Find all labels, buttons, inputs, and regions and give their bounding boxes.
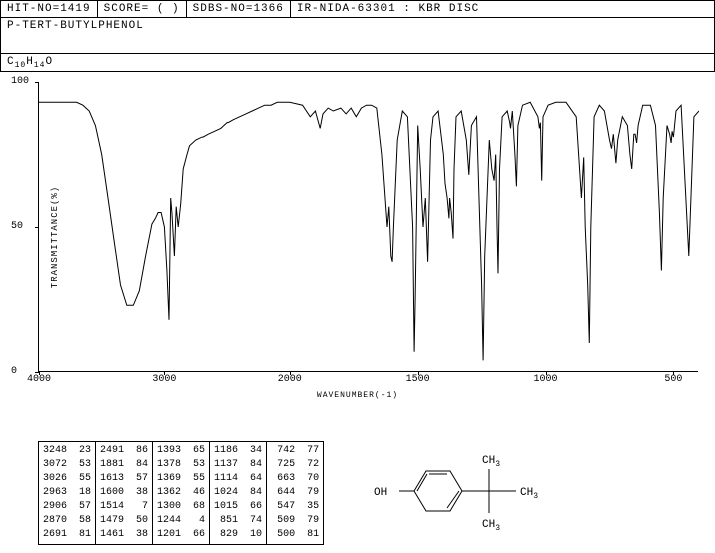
peak-cell: 1461 38 bbox=[100, 528, 148, 542]
peak-cell: 1378 53 bbox=[157, 458, 205, 472]
method: IR-NIDA-63301 : KBR DISC bbox=[291, 1, 714, 17]
formula-c: C bbox=[7, 56, 15, 68]
peak-cell: 2491 86 bbox=[100, 444, 148, 458]
peak-cell: 851 74 bbox=[214, 514, 262, 528]
peak-cell: 500 81 bbox=[271, 528, 319, 542]
peak-cell: 1024 84 bbox=[214, 486, 262, 500]
xtick-1500: 1500 bbox=[406, 374, 430, 385]
peak-cell: 1600 38 bbox=[100, 486, 148, 500]
peak-col-2: 1393 651378 531369 551362 461300 681244 … bbox=[153, 442, 210, 544]
ch3-right: CH3 bbox=[520, 487, 538, 501]
peak-cell: 644 79 bbox=[271, 486, 319, 500]
peak-col-0: 3248 233072 533026 552963 182906 572870 … bbox=[39, 442, 96, 544]
ch3-bottom: CH3 bbox=[482, 519, 500, 533]
formula-h-sub: 14 bbox=[34, 61, 46, 70]
peak-cell: 1114 64 bbox=[214, 472, 262, 486]
ch3-top: CH3 bbox=[482, 455, 500, 469]
peak-cell: 1369 55 bbox=[157, 472, 205, 486]
formula-o: O bbox=[45, 56, 53, 68]
peak-cell: 1186 34 bbox=[214, 444, 262, 458]
bottom-panel: 3248 233072 533026 552963 182906 572870 … bbox=[38, 441, 698, 545]
header-bar: HIT-NO=1419 SCORE= ( ) SDBS-NO=1366 IR-N… bbox=[0, 0, 715, 18]
xtick-3000: 3000 bbox=[152, 374, 176, 385]
peak-cell: 742 77 bbox=[271, 444, 319, 458]
peak-col-4: 742 77 725 72 663 70 644 79 547 35 509 7… bbox=[267, 442, 323, 544]
xtick-500: 500 bbox=[664, 374, 682, 385]
compound-name: P-TERT-BUTYLPHENOL bbox=[0, 18, 715, 54]
peak-table: 3248 233072 533026 552963 182906 572870 … bbox=[38, 441, 324, 545]
peak-cell: 1362 46 bbox=[157, 486, 205, 500]
score: SCORE= ( ) bbox=[98, 1, 187, 17]
peak-cell: 1300 68 bbox=[157, 500, 205, 514]
peak-cell: 509 79 bbox=[271, 514, 319, 528]
xtick-1000: 1000 bbox=[534, 374, 558, 385]
peak-cell: 725 72 bbox=[271, 458, 319, 472]
formula-c-sub: 10 bbox=[15, 61, 27, 70]
peak-col-3: 1186 341137 841114 641024 841015 66 851 … bbox=[210, 442, 267, 544]
spectrum-line bbox=[39, 82, 699, 372]
sdbs-no: SDBS-NO=1366 bbox=[187, 1, 291, 17]
peak-cell: 1613 57 bbox=[100, 472, 148, 486]
xtick-2000: 2000 bbox=[278, 374, 302, 385]
xtick-4000: 4000 bbox=[27, 374, 51, 385]
hit-no: HIT-NO=1419 bbox=[1, 1, 98, 17]
peak-cell: 3026 55 bbox=[43, 472, 91, 486]
peak-cell: 1015 66 bbox=[214, 500, 262, 514]
peak-cell: 1393 65 bbox=[157, 444, 205, 458]
peak-cell: 1479 50 bbox=[100, 514, 148, 528]
peak-cell: 2906 57 bbox=[43, 500, 91, 514]
spectrum-chart: TRANSMITTANCE(%) 05010040003000200015001… bbox=[0, 72, 715, 402]
x-axis-label: WAVENUMBER(-1) bbox=[317, 391, 398, 400]
peak-cell: 1514 7 bbox=[100, 500, 148, 514]
peak-cell: 2963 18 bbox=[43, 486, 91, 500]
peak-col-1: 2491 861881 841613 571600 381514 71479 5… bbox=[96, 442, 153, 544]
peak-cell: 1244 4 bbox=[157, 514, 205, 528]
structure-diagram: OH CH3 CH3 CH3 bbox=[344, 441, 698, 545]
ytick-100: 100 bbox=[11, 76, 29, 87]
oh-label: OH bbox=[374, 487, 387, 499]
formula-h: H bbox=[26, 56, 34, 68]
peak-cell: 829 10 bbox=[214, 528, 262, 542]
peak-cell: 2691 81 bbox=[43, 528, 91, 542]
peak-cell: 1881 84 bbox=[100, 458, 148, 472]
structure-svg: OH CH3 CH3 CH3 bbox=[344, 441, 574, 541]
peak-cell: 3072 53 bbox=[43, 458, 91, 472]
peak-cell: 1137 84 bbox=[214, 458, 262, 472]
peak-cell: 2870 58 bbox=[43, 514, 91, 528]
peak-cell: 663 70 bbox=[271, 472, 319, 486]
peak-cell: 547 35 bbox=[271, 500, 319, 514]
ytick-50: 50 bbox=[11, 221, 23, 232]
formula: C10H14O bbox=[0, 54, 715, 72]
ytick-0: 0 bbox=[11, 366, 17, 377]
peak-cell: 3248 23 bbox=[43, 444, 91, 458]
plot-area: 05010040003000200015001000500 bbox=[38, 82, 698, 372]
peak-cell: 1201 66 bbox=[157, 528, 205, 542]
